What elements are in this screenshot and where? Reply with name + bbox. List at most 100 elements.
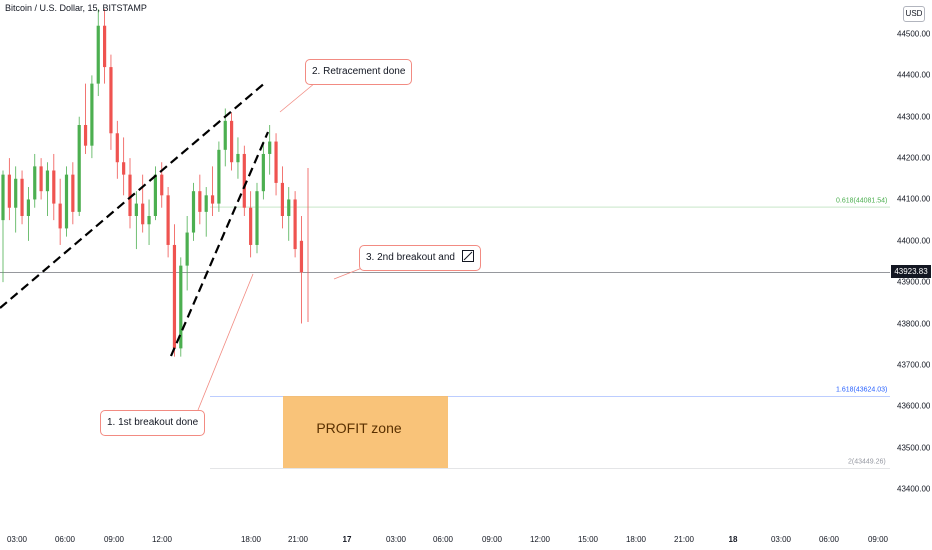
price-tick-label: 43600.00 (897, 401, 931, 411)
candle (198, 174, 202, 225)
time-tick-label: 03:00 (6, 535, 28, 544)
time-tick-label: 06:00 (54, 535, 76, 544)
candle-body (90, 83, 94, 146)
candle (217, 141, 221, 212)
candle (191, 182, 196, 241)
candle (58, 178, 62, 245)
callout-first-breakout[interactable]: 1. 1st breakout done (100, 410, 206, 436)
candle (236, 137, 240, 179)
time-tick-label: 03:00 (385, 535, 407, 544)
candle (204, 187, 208, 237)
candle-body (58, 203, 62, 229)
price-tick-label: 44000.00 (897, 236, 931, 246)
time-tick-label: 18 (728, 535, 738, 544)
profit-zone-rect[interactable] (283, 396, 448, 468)
callout-second-breakout[interactable]: 3. 2nd breakout and (359, 245, 481, 271)
candle (45, 162, 50, 216)
time-tick-label: 21:00 (287, 535, 309, 544)
candle (52, 153, 56, 221)
candle-body (274, 141, 278, 183)
time-tick-label: 17 (342, 535, 352, 544)
candle-body (153, 174, 157, 216)
candle (287, 187, 291, 241)
time-tick-label: 21:00 (673, 535, 695, 544)
candle (293, 191, 297, 258)
candle (299, 216, 304, 324)
candle-body (128, 174, 132, 216)
time-tick-label: 06:00 (818, 535, 840, 544)
callout-retracement[interactable]: 2. Retracement done (305, 59, 413, 85)
candle-body (217, 149, 221, 204)
candle (109, 54, 113, 150)
candle-body (255, 191, 259, 245)
fib-level-label: 0.618(44081.54) (836, 197, 888, 205)
time-tick-label: 09:00 (481, 535, 503, 544)
callout-leader (333, 267, 363, 280)
candle (210, 166, 215, 216)
price-tick-label: 43400.00 (897, 484, 931, 494)
candle (280, 166, 284, 229)
candle-body (179, 265, 183, 349)
time-tick-label: 09:00 (867, 535, 889, 544)
candle (20, 170, 24, 225)
candle-body (198, 191, 202, 212)
candle (103, 9, 107, 84)
callout-leader (279, 82, 316, 113)
candle-body (20, 178, 24, 216)
currency-selector[interactable]: USD (903, 6, 925, 22)
time-tick-label: 15:00 (577, 535, 599, 544)
candle-body (210, 195, 215, 204)
candle-body (83, 125, 88, 146)
candle (71, 162, 75, 225)
callout-leader (197, 273, 254, 411)
candle-body (261, 153, 265, 192)
candle (172, 224, 177, 357)
candle-body (287, 199, 291, 216)
candle (64, 166, 69, 237)
chart-title: Bitcoin / U.S. Dollar, 15, BITSTAMP (5, 3, 147, 13)
candle (242, 145, 246, 216)
candle-body (45, 170, 50, 192)
candle-body (134, 203, 138, 216)
time-tick-label: 06:00 (432, 535, 454, 544)
candle (39, 158, 43, 200)
current-price-label: 43923.83 (891, 265, 931, 278)
candle (7, 158, 11, 221)
candle-body (7, 174, 11, 208)
candle-body (280, 182, 284, 216)
candle-body (141, 203, 145, 225)
candle (14, 166, 18, 233)
candle-body (122, 162, 126, 175)
candle-body (223, 120, 227, 150)
candle (147, 199, 151, 245)
price-tick-label: 44500.00 (897, 29, 931, 39)
candle-body (39, 166, 43, 192)
candle (255, 182, 259, 254)
candle (261, 141, 265, 200)
candle (166, 187, 170, 258)
price-tick-label: 43500.00 (897, 443, 931, 453)
price-tick-label: 43800.00 (897, 319, 931, 329)
candle-body (185, 232, 189, 266)
candle (33, 153, 37, 208)
candle-body (172, 244, 177, 349)
candle-body (14, 178, 18, 208)
candle-body (1, 174, 5, 221)
callout-text: 3. 2nd breakout and (366, 252, 455, 263)
profit-zone-label: PROFIT zone (316, 420, 402, 436)
price-tick-label: 44300.00 (897, 112, 931, 122)
candle-body (52, 170, 56, 204)
candle (268, 125, 272, 175)
candle-body (236, 153, 240, 163)
fib-level-label: 2(43449.26) (848, 458, 886, 466)
candle (26, 187, 30, 241)
candle (122, 137, 126, 196)
candle (134, 191, 138, 250)
candle (141, 174, 145, 233)
price-tick-label: 43900.00 (897, 277, 931, 287)
time-tick-label: 18:00 (625, 535, 647, 544)
price-tick-label: 44200.00 (897, 153, 931, 163)
candle (230, 112, 234, 171)
candle-body (242, 153, 246, 208)
